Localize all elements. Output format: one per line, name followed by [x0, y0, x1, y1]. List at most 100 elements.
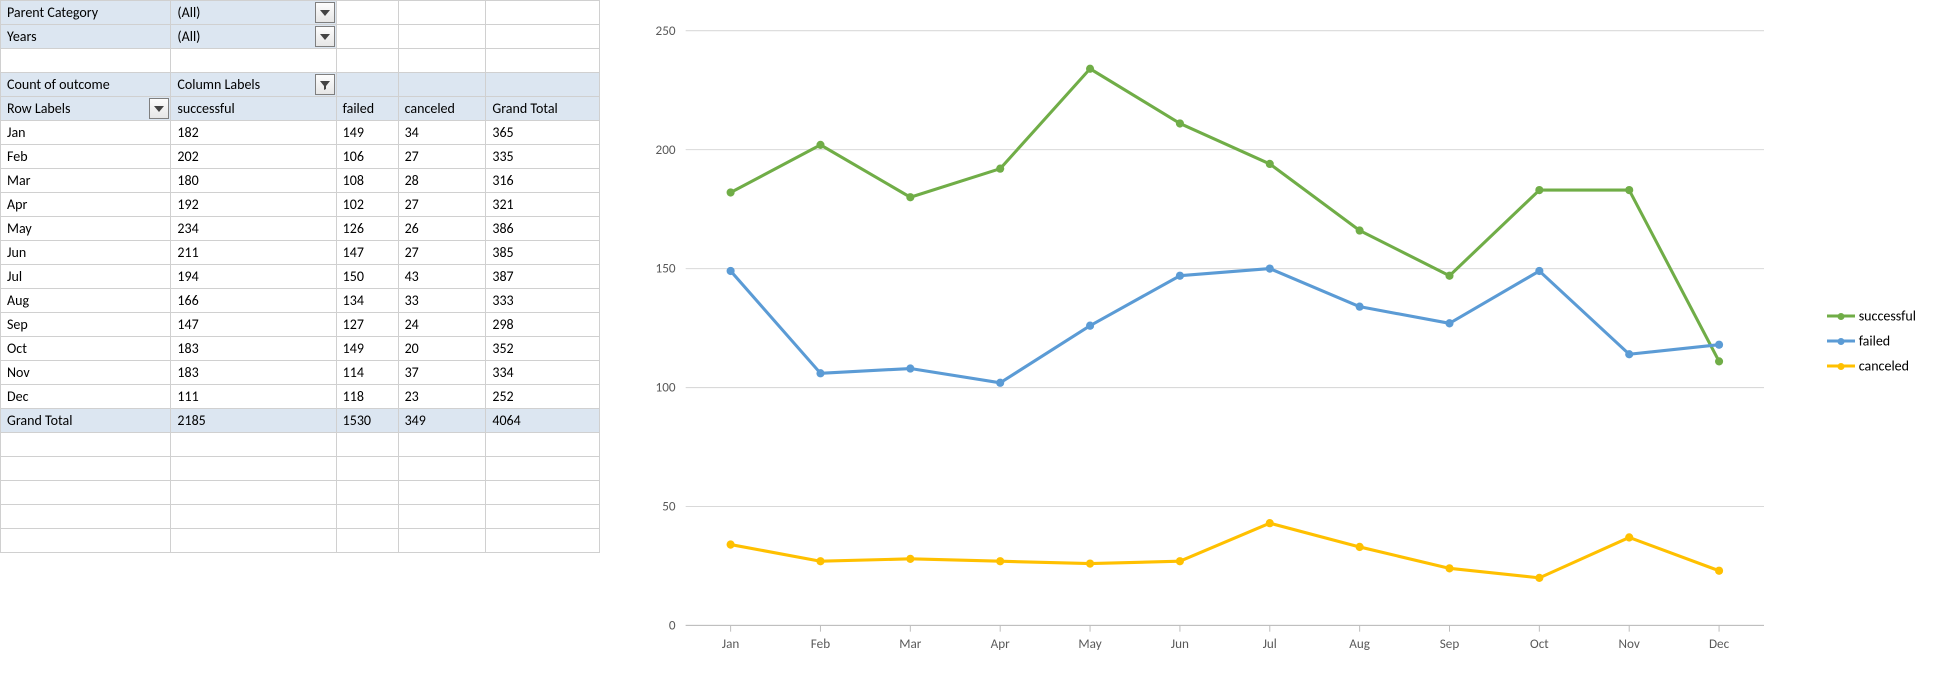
legend-label: failed [1859, 333, 1890, 350]
row-label: Mar [1, 169, 171, 193]
series-marker-successful [1715, 357, 1723, 365]
x-tick-label: Aug [1349, 635, 1370, 652]
row-label: May [1, 217, 171, 241]
legend-swatch [1827, 340, 1855, 343]
series-marker-failed [1715, 341, 1723, 349]
row-labels-dropdown[interactable] [149, 98, 169, 119]
series-marker-failed [1266, 264, 1274, 272]
y-tick-label: 150 [656, 260, 676, 277]
filter-label: Parent Category [1, 1, 171, 25]
column-labels-filter-icon[interactable] [315, 74, 335, 95]
row-labels-cell[interactable]: Row Labels [1, 97, 171, 121]
filter-dropdown-0[interactable] [315, 2, 335, 23]
legend-item-successful[interactable]: successful [1827, 308, 1916, 325]
table-row: Oct18314920352 [1, 337, 600, 361]
y-tick-label: 0 [669, 616, 676, 633]
row-label: Feb [1, 145, 171, 169]
series-marker-failed [1176, 272, 1184, 280]
line-chart: 050100150200250JanFebMarAprMayJunJulAugS… [630, 10, 1926, 672]
col-header: Grand Total [486, 97, 600, 121]
row-label: Jul [1, 265, 171, 289]
series-marker-canceled [816, 557, 824, 565]
cell: 1530 [336, 409, 398, 433]
filter-value-cell[interactable]: (All) [171, 1, 336, 25]
table-row: May23412626386 [1, 217, 600, 241]
table-row: Aug16613433333 [1, 289, 600, 313]
cell: 316 [486, 169, 600, 193]
series-marker-canceled [1445, 564, 1453, 572]
series-marker-successful [1625, 186, 1633, 194]
column-labels-cell[interactable]: Column Labels [171, 73, 336, 97]
cell: 149 [336, 121, 398, 145]
series-marker-successful [1356, 226, 1364, 234]
series-marker-successful [1086, 65, 1094, 73]
filter-value-cell[interactable]: (All) [171, 25, 336, 49]
series-marker-failed [996, 379, 1004, 387]
table-row: Apr19210227321 [1, 193, 600, 217]
row-label: Nov [1, 361, 171, 385]
cell: 150 [336, 265, 398, 289]
series-marker-canceled [1356, 543, 1364, 551]
cell: 149 [336, 337, 398, 361]
cell: 183 [171, 361, 336, 385]
legend-item-failed[interactable]: failed [1827, 333, 1916, 350]
cell: 349 [398, 409, 486, 433]
cell: 33 [398, 289, 486, 313]
series-marker-successful [816, 141, 824, 149]
series-marker-canceled [906, 555, 914, 563]
cell: 333 [486, 289, 600, 313]
cell: 23 [398, 385, 486, 409]
measure-label: Count of outcome [1, 73, 171, 97]
x-tick-label: Oct [1530, 635, 1549, 652]
x-tick-label: Sep [1440, 635, 1460, 652]
cell: 252 [486, 385, 600, 409]
y-tick-label: 250 [656, 22, 676, 39]
cell: 387 [486, 265, 600, 289]
series-marker-successful [906, 193, 914, 201]
series-marker-canceled [1625, 533, 1633, 541]
filter-dropdown-1[interactable] [315, 26, 335, 47]
cell: 352 [486, 337, 600, 361]
x-tick-label: Mar [899, 635, 921, 652]
table-row: Sep14712724298 [1, 313, 600, 337]
row-label: Oct [1, 337, 171, 361]
cell: 127 [336, 313, 398, 337]
cell: 194 [171, 265, 336, 289]
series-marker-successful [1266, 160, 1274, 168]
table-row: Nov18311437334 [1, 361, 600, 385]
cell: 335 [486, 145, 600, 169]
legend-swatch [1827, 365, 1855, 368]
grand-total-label: Grand Total [1, 409, 171, 433]
table-row: Jun21114727385 [1, 241, 600, 265]
row-label: Jun [1, 241, 171, 265]
x-tick-label: Feb [811, 635, 830, 652]
col-header: successful [171, 97, 336, 121]
cell: 234 [171, 217, 336, 241]
cell: 2185 [171, 409, 336, 433]
row-label: Aug [1, 289, 171, 313]
cell: 106 [336, 145, 398, 169]
table-row: Dec11111823252 [1, 385, 600, 409]
cell: 114 [336, 361, 398, 385]
series-marker-failed [1356, 303, 1364, 311]
table-row: Jul19415043387 [1, 265, 600, 289]
y-tick-label: 200 [656, 141, 676, 158]
series-marker-failed [1535, 267, 1543, 275]
series-marker-canceled [1535, 574, 1543, 582]
cell: 182 [171, 121, 336, 145]
cell: 24 [398, 313, 486, 337]
series-marker-failed [1086, 322, 1094, 330]
cell: 211 [171, 241, 336, 265]
legend-label: canceled [1859, 358, 1909, 375]
cell: 183 [171, 337, 336, 361]
y-tick-label: 100 [656, 379, 676, 396]
legend-label: successful [1859, 308, 1916, 325]
series-marker-successful [996, 165, 1004, 173]
cell: 385 [486, 241, 600, 265]
x-tick-label: Apr [991, 635, 1010, 652]
filter-value: (All) [177, 28, 200, 45]
legend-item-canceled[interactable]: canceled [1827, 358, 1916, 375]
cell: 20 [398, 337, 486, 361]
cell: 147 [336, 241, 398, 265]
cell: 386 [486, 217, 600, 241]
